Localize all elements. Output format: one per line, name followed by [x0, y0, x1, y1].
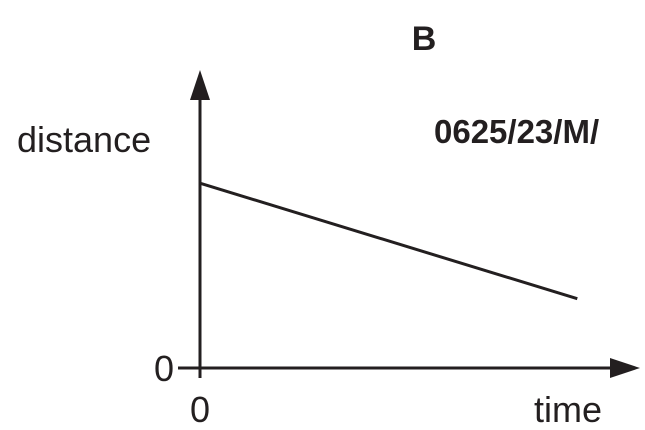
series-line-0	[199, 181, 578, 301]
x-axis-arrowhead	[610, 358, 640, 378]
y-axis-arrowhead	[190, 70, 210, 100]
panel-letter: B	[412, 20, 437, 58]
reference-code: 0625/23/M/	[434, 113, 599, 150]
x-axis-title: time	[534, 389, 602, 430]
y-axis-title: distance	[17, 119, 151, 160]
series-layer	[199, 181, 578, 301]
x-tick-label-0: 0	[190, 389, 210, 430]
y-tick-label-0: 0	[154, 348, 174, 389]
